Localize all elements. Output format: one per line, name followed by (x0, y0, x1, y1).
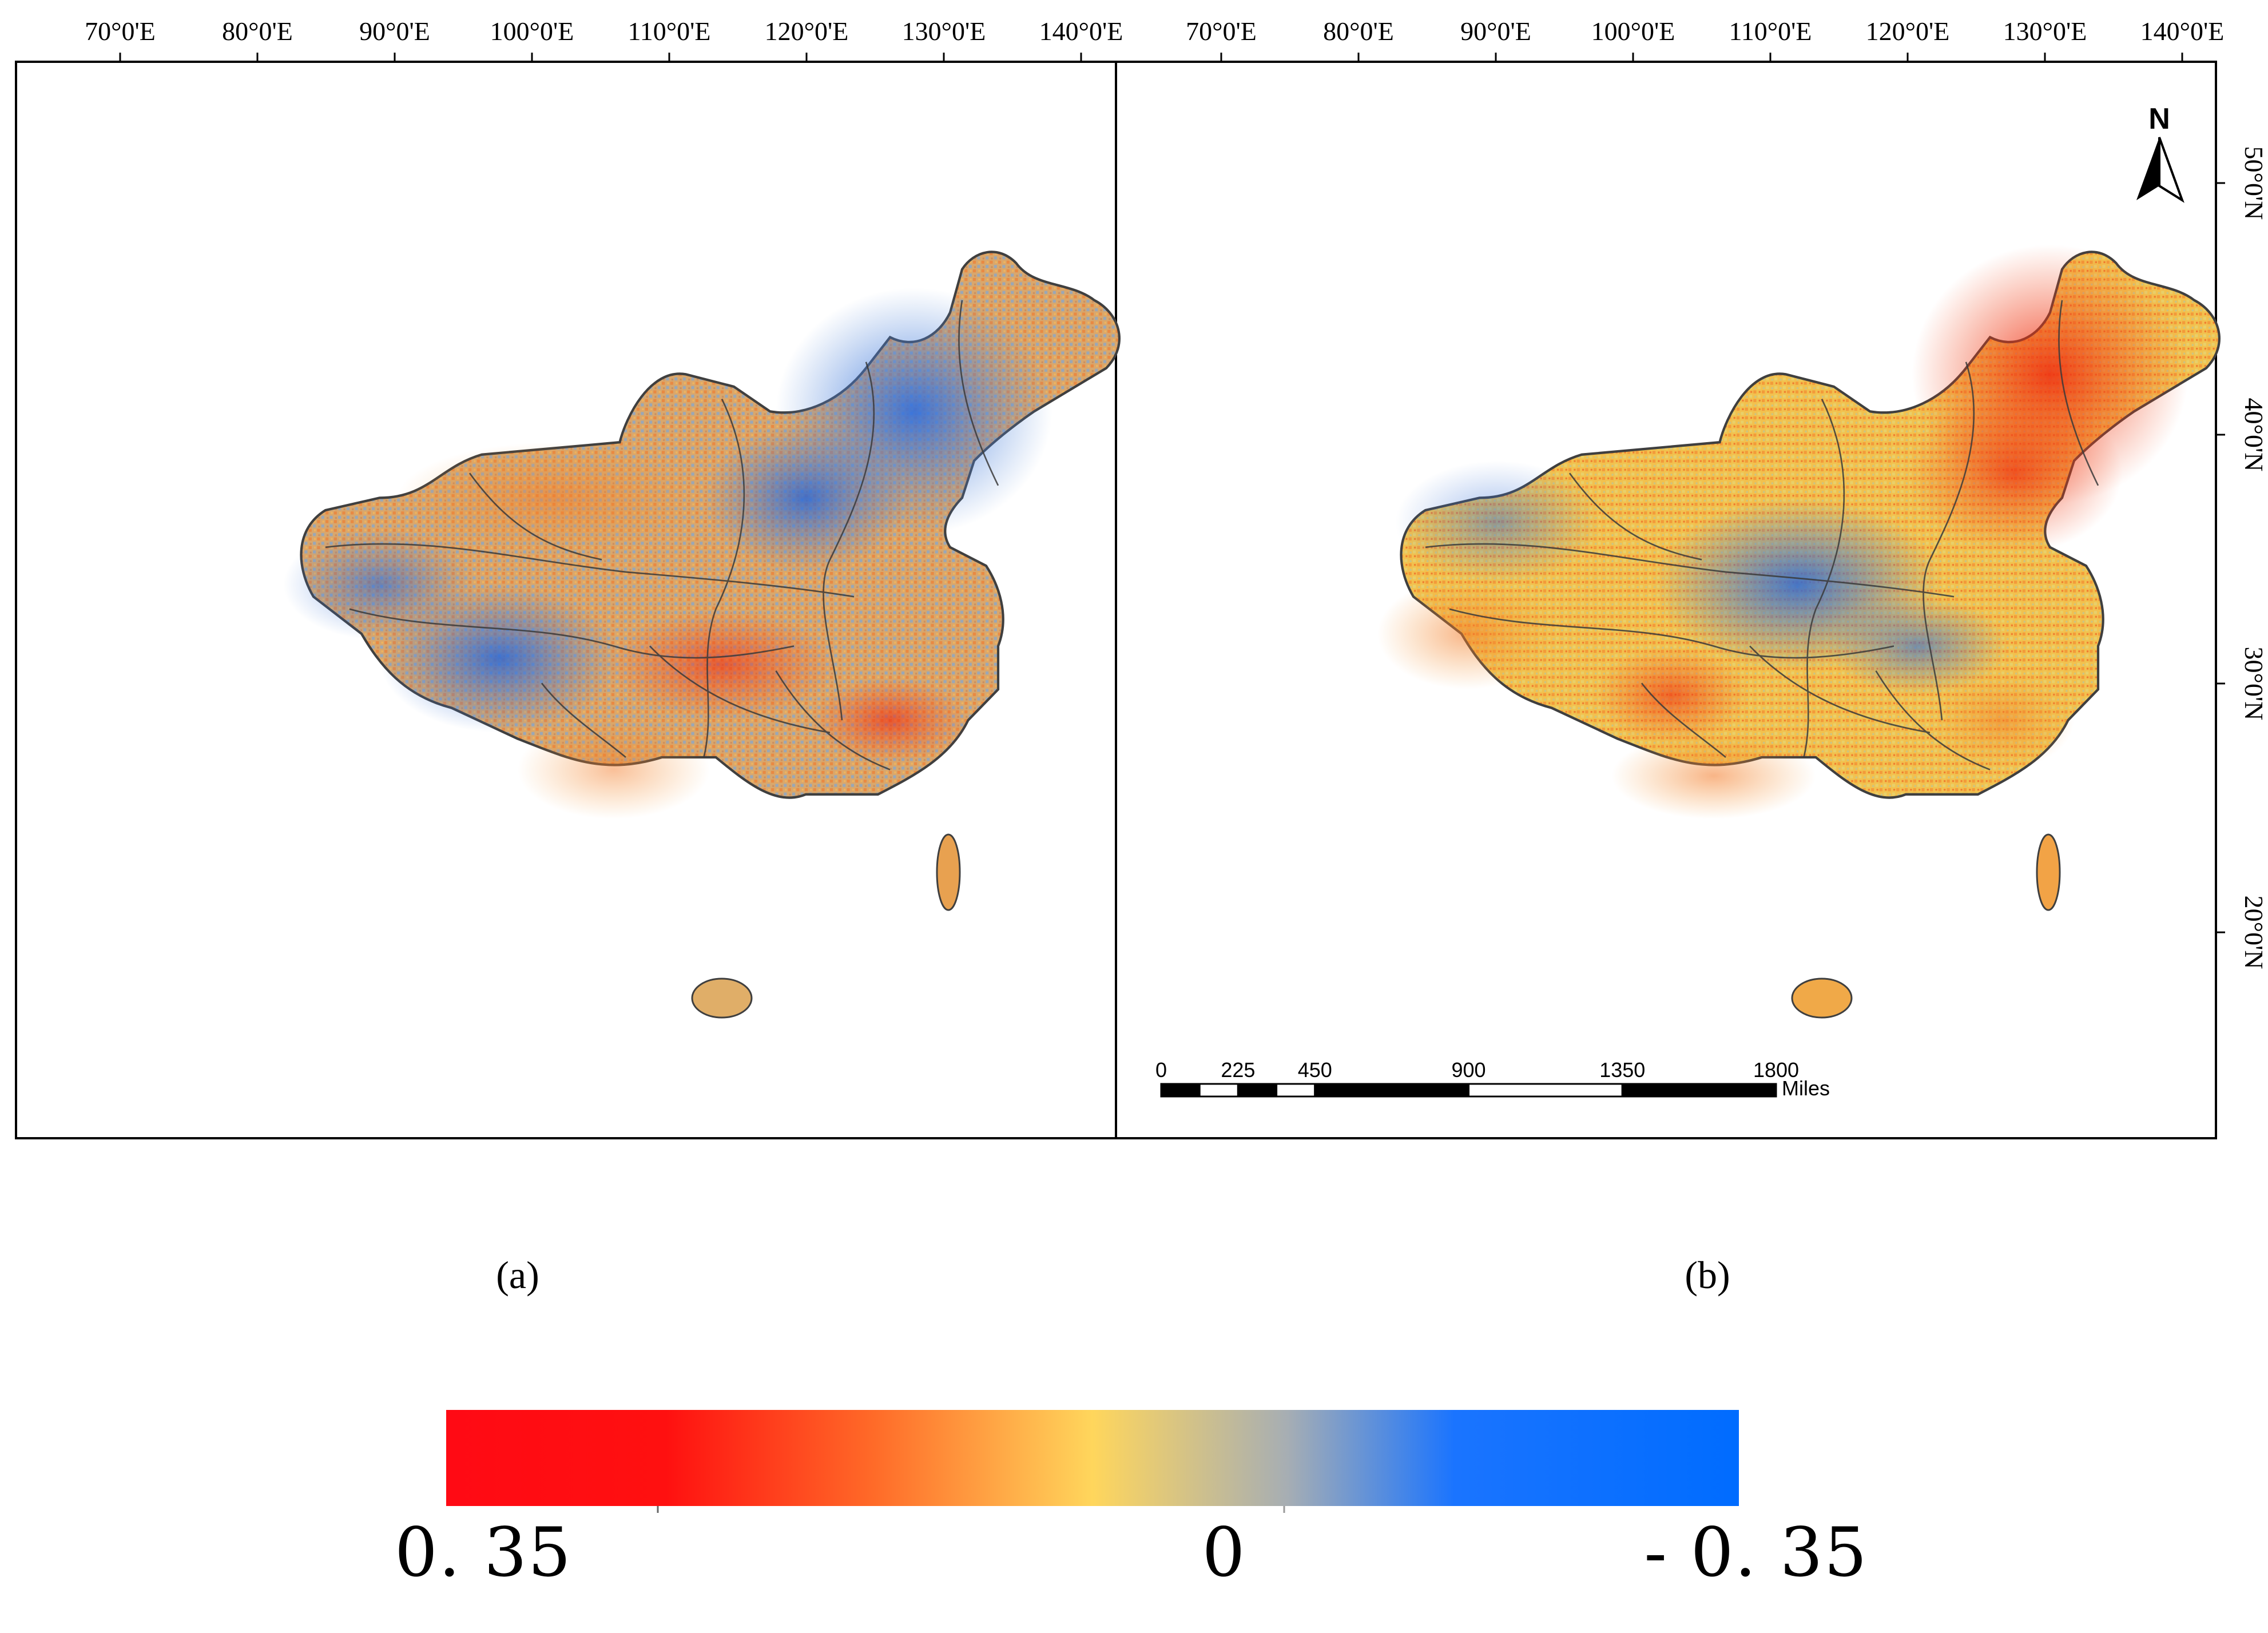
scale-bar-segment (1198, 1083, 1239, 1098)
lon-tick-label: 80°0'E (222, 17, 293, 46)
panel-b-map (1377, 244, 2219, 819)
panel-b-lon-axis: 70°0'E 80°0'E 90°0'E 100°0'E 110°0'E 120°0'E 1… (1186, 17, 2224, 62)
north-arrow: N (2136, 102, 2184, 203)
scale-bar-label: 1800 (1753, 1058, 1799, 1082)
panel-b-label: (b) (1685, 1253, 1730, 1297)
scale-bar-label: 900 (1451, 1058, 1485, 1082)
lon-tick-label: 90°0'E (1460, 17, 1531, 46)
lon-tick-label: 90°0'E (359, 17, 430, 46)
scale-bar-label: 1350 (1599, 1058, 1645, 1082)
lon-tick-label: 130°0'E (2003, 17, 2087, 46)
lat-tick-label: 40°0'N (2239, 398, 2268, 472)
lon-tick-label: 130°0'E (902, 17, 986, 46)
scale-bar-label: 450 (1298, 1058, 1332, 1082)
scale-bar-label: 0 (1155, 1058, 1167, 1082)
legend-mid-label: 0 (1202, 1513, 1246, 1592)
lon-tick-label: 140°0'E (1039, 17, 1123, 46)
lon-tick-label: 100°0'E (490, 17, 574, 46)
lon-tick-label: 120°0'E (765, 17, 849, 46)
panel-a-label: (a) (496, 1253, 539, 1297)
legend-colorbar (446, 1410, 1739, 1513)
lon-tick-label: 120°0'E (1866, 17, 1950, 46)
panel-b-lat-axis: 50°0'N 40°0'N 30°0'N 20°0'N (2216, 146, 2268, 970)
scale-bar-segment (1276, 1083, 1316, 1098)
panel-a-map (283, 252, 1119, 819)
legend-max-label: - 0. 35 (1644, 1513, 1868, 1592)
lon-tick-label: 110°0'E (1729, 17, 1812, 46)
lon-tick-label: 80°0'E (1323, 17, 1394, 46)
lon-tick-label: 140°0'E (2140, 17, 2225, 46)
scale-bar-segment (1237, 1083, 1278, 1098)
panel-a-lon-axis: 70°0'E 80°0'E 90°0'E 100°0'E 110°0'E 120°0'E 1… (85, 17, 1123, 62)
scale-bar-segment (1160, 1083, 1201, 1098)
lat-tick-label: 20°0'N (2239, 896, 2268, 970)
lon-tick-label: 70°0'E (1186, 17, 1257, 46)
scale-bar-segment (1468, 1083, 1623, 1098)
lon-tick-label: 100°0'E (1591, 17, 1675, 46)
lon-tick-label: 110°0'E (627, 17, 710, 46)
lat-tick-label: 50°0'N (2239, 146, 2268, 220)
scale-bar-segment (1314, 1083, 1469, 1098)
lat-tick-label: 30°0'N (2239, 647, 2268, 721)
scale-bar-unit: Miles (1782, 1076, 1830, 1100)
panel-b-frame (1115, 61, 2217, 1139)
panel-a-islands (691, 833, 961, 1019)
lon-tick-label: 70°0'E (85, 17, 156, 46)
north-arrow-label: N (2148, 102, 2170, 136)
scale-bar-label: 225 (1221, 1058, 1255, 1082)
scale-bar-segment (1621, 1083, 1777, 1098)
legend-min-label: 0. 35 (394, 1513, 573, 1592)
panel-b-islands (1791, 833, 2061, 1019)
